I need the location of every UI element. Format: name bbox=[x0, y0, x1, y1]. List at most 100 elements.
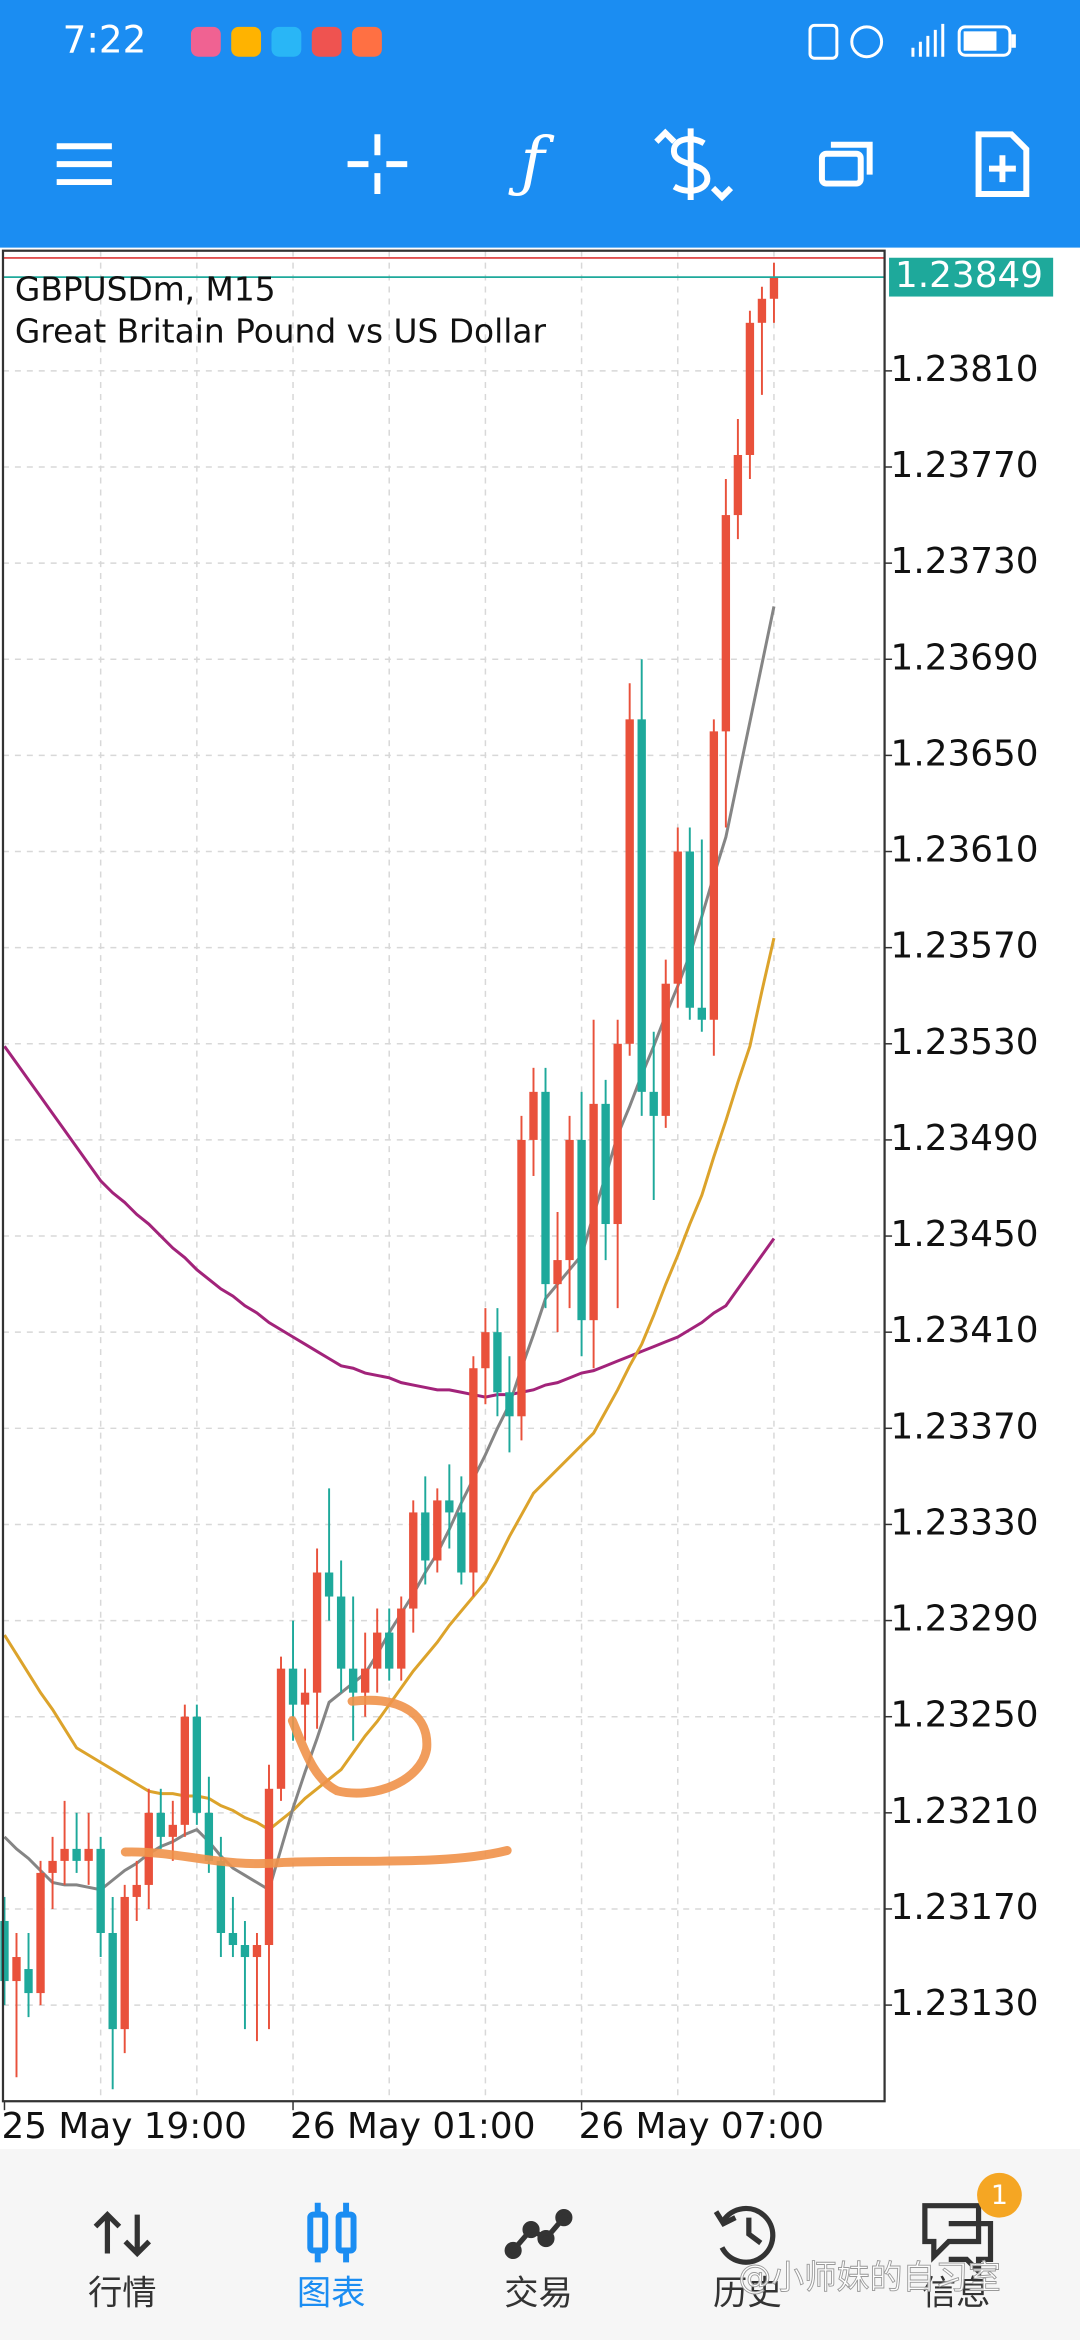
candle-body bbox=[769, 277, 779, 299]
y-tick-label: 1.23370 bbox=[891, 1406, 1039, 1447]
new-order-button[interactable] bbox=[975, 131, 1030, 197]
candle-body bbox=[252, 1945, 262, 1958]
candle-body bbox=[745, 322, 755, 455]
candle-body bbox=[697, 1007, 706, 1020]
candle-body bbox=[156, 1812, 165, 1837]
y-tick-label: 1.23450 bbox=[891, 1214, 1039, 1255]
nav-trade[interactable] bbox=[504, 2209, 573, 2260]
nav-label-active[interactable]: 图表 bbox=[297, 2274, 366, 2314]
candle-body bbox=[132, 1884, 141, 1897]
x-tick-label: 26 May 07:00 bbox=[579, 2106, 824, 2147]
candle-body bbox=[168, 1824, 177, 1837]
candle-body bbox=[276, 1668, 286, 1789]
x-tick-label: 26 May 01:00 bbox=[290, 2106, 535, 2147]
current-price-label: 1.23849 bbox=[895, 255, 1043, 296]
app-header bbox=[0, 0, 1080, 248]
y-tick-label: 1.23250 bbox=[891, 1695, 1039, 1736]
status-time: 7:22 bbox=[63, 17, 147, 61]
symbol-description: Great Britain Pound vs US Dollar bbox=[15, 312, 547, 350]
candle-body bbox=[96, 1848, 105, 1933]
nav-chart[interactable] bbox=[307, 2202, 357, 2263]
candle-body bbox=[469, 1368, 478, 1573]
candle-body bbox=[709, 731, 719, 1020]
candle-body bbox=[445, 1500, 454, 1513]
candle-body bbox=[673, 851, 682, 984]
candle-body bbox=[385, 1632, 394, 1669]
nav-label[interactable]: 交易 bbox=[504, 2274, 573, 2314]
candle-body bbox=[577, 1139, 586, 1321]
candle-body bbox=[505, 1392, 514, 1417]
nav-label[interactable]: 信息 bbox=[922, 2274, 991, 2314]
candle-body bbox=[517, 1139, 526, 1417]
candle-body bbox=[481, 1332, 490, 1369]
moving-average bbox=[3, 1045, 776, 1399]
candle-body bbox=[216, 1860, 226, 1933]
candle-body bbox=[312, 1572, 322, 1693]
y-tick-label: 1.23290 bbox=[891, 1599, 1039, 1640]
candle-body bbox=[553, 1260, 562, 1285]
candle-body bbox=[541, 1091, 550, 1285]
y-tick-label: 1.23730 bbox=[891, 541, 1039, 582]
candle-body bbox=[733, 454, 743, 516]
y-tick-label: 1.23810 bbox=[891, 349, 1039, 390]
candle-body bbox=[457, 1512, 466, 1573]
candle-body bbox=[637, 719, 646, 1092]
status-app-icons bbox=[190, 26, 382, 57]
candle-body bbox=[48, 1860, 57, 1873]
nav-label[interactable]: 历史 bbox=[713, 2274, 782, 2314]
candle-body bbox=[757, 298, 767, 323]
current-price-box bbox=[889, 257, 1054, 297]
candle-body bbox=[397, 1608, 406, 1669]
candle-body bbox=[120, 1896, 129, 2030]
notification-count: 1 bbox=[991, 2180, 1008, 2211]
candle-body bbox=[300, 1692, 310, 1705]
candle-body bbox=[421, 1512, 430, 1561]
chart-background bbox=[0, 247, 1080, 2149]
nav-messages[interactable] bbox=[922, 2203, 994, 2278]
trade-button[interactable] bbox=[654, 128, 734, 202]
candle-body bbox=[493, 1332, 502, 1393]
chart: 1.23130 1.23170 1.23210 1.23250 1.23290 1.233… bbox=[0, 250, 1054, 2147]
candle-body bbox=[324, 1572, 334, 1597]
crosshair-button[interactable] bbox=[347, 134, 408, 195]
status-system-icons bbox=[808, 23, 1016, 60]
candle-body bbox=[228, 1932, 238, 1946]
y-tick-label: 1.23410 bbox=[891, 1310, 1039, 1351]
y-tick-label: 1.23490 bbox=[891, 1118, 1039, 1159]
candle-body bbox=[565, 1139, 574, 1261]
y-tick-label: 1.23210 bbox=[891, 1791, 1039, 1832]
candle-body bbox=[721, 515, 731, 732]
nav-history[interactable] bbox=[713, 2205, 776, 2265]
y-tick-label: 1.23690 bbox=[891, 637, 1039, 678]
candle-body bbox=[0, 1920, 9, 1982]
y-tick-label: 1.23130 bbox=[891, 1983, 1039, 2024]
y-tick-label: 1.23330 bbox=[891, 1502, 1039, 1543]
candle-body bbox=[348, 1668, 358, 1693]
candle-body bbox=[373, 1632, 382, 1669]
candle-body bbox=[60, 1848, 69, 1861]
x-tick-label: 25 May 19:00 bbox=[1, 2106, 246, 2147]
y-tick-label: 1.23610 bbox=[891, 830, 1039, 871]
y-tick-label: 1.23170 bbox=[891, 1887, 1039, 1928]
candle-body bbox=[409, 1512, 418, 1609]
candle-body bbox=[24, 1969, 33, 1994]
windows-button[interactable] bbox=[818, 141, 873, 187]
candle-body bbox=[192, 1716, 202, 1813]
menu-button[interactable] bbox=[56, 143, 112, 186]
candle-body bbox=[288, 1668, 298, 1705]
nav-quotes[interactable] bbox=[93, 2210, 152, 2258]
nav-label[interactable]: 行情 bbox=[88, 2274, 157, 2314]
candle-body bbox=[72, 1848, 81, 1861]
candle-body bbox=[601, 1103, 610, 1225]
symbol-label: GBPUSDm, M15 bbox=[15, 271, 276, 309]
y-tick-label: 1.23570 bbox=[891, 926, 1039, 967]
candle-body bbox=[433, 1500, 442, 1561]
candle-body bbox=[240, 1945, 250, 1958]
y-tick-label: 1.23650 bbox=[891, 733, 1039, 774]
hand-annotations bbox=[120, 1695, 512, 1869]
candle-body bbox=[613, 1043, 622, 1225]
watermark: @小师妹的自习室 bbox=[738, 2258, 1000, 2296]
candle-body bbox=[36, 1872, 45, 1994]
candle-body bbox=[204, 1812, 214, 1861]
